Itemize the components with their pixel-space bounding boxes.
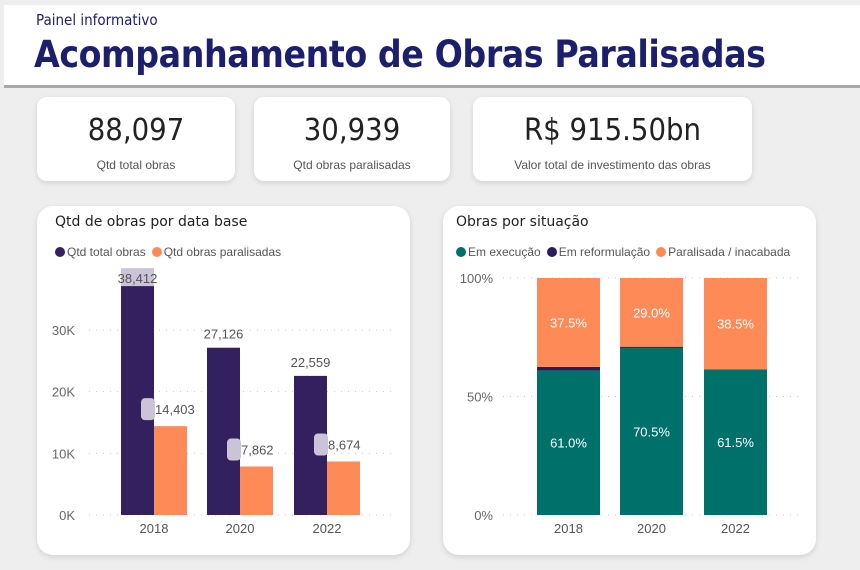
bar-paralisadas-2022 xyxy=(327,461,360,515)
legend-item-em-reformulacao[interactable]: Em reformulação xyxy=(546,245,651,259)
data-label: 61.5% xyxy=(717,435,754,450)
chart-legend: Qtd total obras Qtd obras paralisadas xyxy=(55,245,281,259)
x-tick-label: 2018 xyxy=(140,521,169,536)
page-title: Acompanhamento de Obras Paralisadas xyxy=(34,33,766,76)
legend-label: Paralisada / inacabada xyxy=(668,245,791,259)
y-tick-label: 30K xyxy=(52,323,75,338)
legend-item-em-execucao[interactable]: Em execução xyxy=(456,245,541,259)
bar-segment-em-reformulacao-2020 xyxy=(620,346,683,348)
data-label: 38,412 xyxy=(118,271,158,286)
header: Painel informativo Acompanhamento de Obr… xyxy=(4,5,860,88)
legend-item-total[interactable]: Qtd total obras xyxy=(55,245,146,259)
legend-dot-icon xyxy=(456,247,466,257)
legend-item-paralisadas[interactable]: Qtd obras paralisadas xyxy=(151,245,282,259)
data-label-background xyxy=(227,438,241,461)
data-label: 38.5% xyxy=(717,317,754,332)
data-label: 8,674 xyxy=(328,438,361,453)
kpi-card-obras-paralisadas: 30,939 Qtd obras paralisadas xyxy=(254,97,450,181)
kpi-value: 88,097 xyxy=(87,113,185,148)
bar-segment-em-execucao-2022 xyxy=(704,369,767,515)
data-label-background xyxy=(141,398,155,421)
data-label: 22,559 xyxy=(291,355,331,370)
x-tick-label: 2018 xyxy=(554,521,583,536)
kpi-card-total-obras: 88,097 Qtd total obras xyxy=(37,97,235,181)
data-label-background xyxy=(121,268,154,287)
chart-title: Obras por situação xyxy=(456,214,589,230)
x-tick-label: 2020 xyxy=(226,521,255,536)
kpi-label: Valor total de investimento das obras xyxy=(514,158,711,172)
bar-total-2018 xyxy=(121,278,154,515)
bar-total-2020 xyxy=(207,347,240,515)
data-label: 27,126 xyxy=(204,327,244,342)
data-label: 14,403 xyxy=(155,402,195,417)
legend-dot-icon xyxy=(151,247,162,257)
legend-label: Qtd obras paralisadas xyxy=(163,245,282,259)
data-label-background xyxy=(314,433,328,456)
y-tick-label: 0K xyxy=(59,508,75,523)
x-tick-label: 2022 xyxy=(721,521,750,536)
y-tick-label: 0% xyxy=(474,508,493,523)
legend-dot-icon xyxy=(656,247,667,257)
bar-segment-em-execucao-2018 xyxy=(537,370,600,515)
y-tick-label: 100% xyxy=(460,271,494,286)
chart-legend: Em execução Em reformulação Paralisada /… xyxy=(456,245,790,259)
kpi-value: R$ 915.50bn xyxy=(523,113,702,148)
stacked-bar-chart-obras-por-situacao: 0% 50% 100% 61.0% 37.5% 2018 70.5% 29.0% 2020 61.… xyxy=(460,271,803,536)
page-subtitle: Painel informativo xyxy=(36,11,158,29)
legend-label: Em execução xyxy=(468,245,541,259)
bar-segment-paralisada-2022 xyxy=(704,278,767,370)
bar-segment-paralisada-2020 xyxy=(620,278,683,347)
bar-segment-paralisada-2018 xyxy=(537,278,600,367)
data-label: 29.0% xyxy=(633,305,670,320)
y-tick-label: 50% xyxy=(467,390,493,405)
x-tick-label: 2022 xyxy=(313,521,342,536)
x-tick-label: 2020 xyxy=(637,521,666,536)
chart-card-obras-por-situacao: Obras por situação Em execução Em reform… xyxy=(443,206,816,555)
legend-label: Qtd total obras xyxy=(67,245,146,259)
bar-chart-obras-por-data-base: 0K 10K 20K 30K 38,412 14,403 2018 27,126 7,862 20… xyxy=(52,268,397,536)
bar-segment-em-execucao-2020 xyxy=(620,347,683,515)
data-label: 70.5% xyxy=(633,424,670,439)
kpi-label: Qtd obras paralisadas xyxy=(293,158,411,172)
bar-segment-em-reformulacao-2018 xyxy=(537,366,600,371)
data-label: 7,862 xyxy=(241,443,274,458)
chart-card-obras-por-data-base: Qtd de obras por data base Qtd total obr… xyxy=(37,206,410,555)
kpi-label: Qtd total obras xyxy=(96,158,176,172)
kpi-card-valor-investimento: R$ 915.50bn Valor total de investimento … xyxy=(473,97,752,181)
data-label: 37.5% xyxy=(550,315,587,330)
legend-item-paralisada-inacabada[interactable]: Paralisada / inacabada xyxy=(656,245,790,259)
y-tick-label: 10K xyxy=(52,446,75,461)
kpi-value: 30,939 xyxy=(303,113,401,148)
y-tick-label: 20K xyxy=(52,385,75,400)
data-label: 61.0% xyxy=(550,436,587,451)
chart-title: Qtd de obras por data base xyxy=(55,214,248,230)
legend-dot-icon xyxy=(546,247,557,257)
bar-paralisadas-2020 xyxy=(240,466,273,515)
bar-paralisadas-2018 xyxy=(154,426,187,515)
legend-dot-icon xyxy=(55,247,65,257)
legend-label: Em reformulação xyxy=(558,245,651,259)
